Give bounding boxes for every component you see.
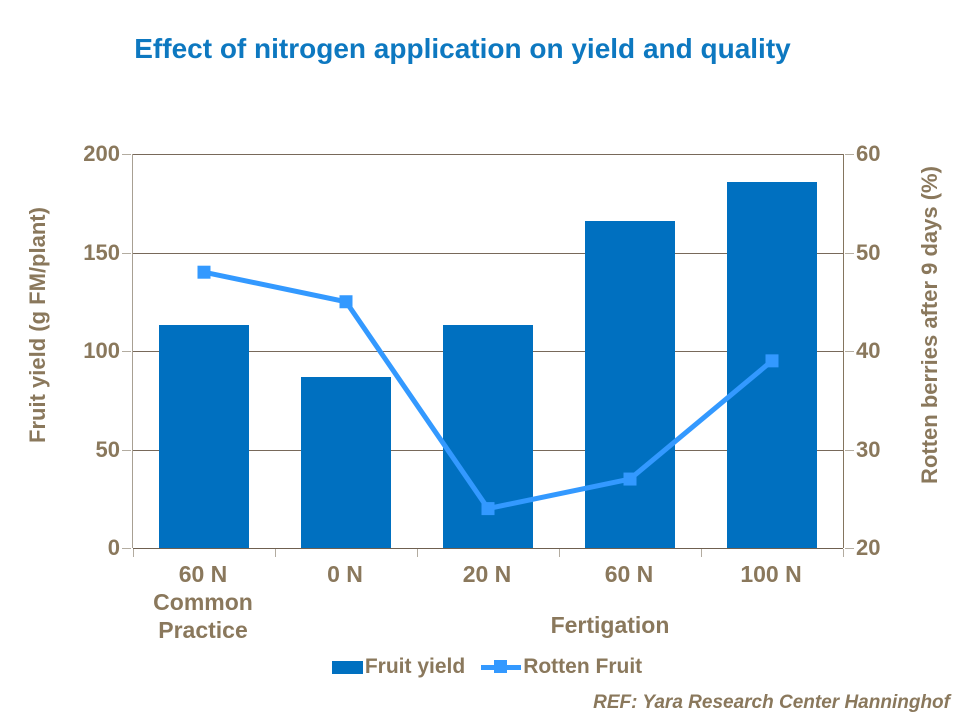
left-axis-tick-label: 100 — [83, 338, 120, 363]
left-axis-tick — [122, 154, 131, 155]
line-marker — [623, 472, 637, 486]
line-marker — [197, 265, 211, 279]
x-axis-tick — [559, 549, 560, 557]
line-marker — [765, 354, 779, 368]
rotten-fruit-line — [197, 265, 779, 516]
legend-item-rotten-fruit: Rotten Fruit — [481, 655, 642, 679]
left-axis-title: Fruit yield (g FM/plant) — [25, 207, 50, 443]
left-axis-tick — [122, 351, 131, 352]
right-axis-tick-label: 20 — [856, 535, 881, 560]
legend-label-rotten-fruit: Rotten Fruit — [523, 655, 643, 678]
right-axis-title: Rotten berries after 9 days (%) — [917, 166, 942, 484]
left-axis-tick — [122, 449, 131, 451]
x-axis-label: 100 N — [740, 561, 802, 587]
line-marker — [481, 502, 495, 516]
left-axis-tick-label: 50 — [95, 436, 120, 462]
right-axis-tick-label: 60 — [856, 141, 881, 166]
left-axis-tick-label: 200 — [83, 141, 120, 166]
gridline — [133, 252, 843, 254]
x-axis-label: 60 N — [604, 561, 654, 587]
x-axis-tick — [843, 549, 844, 557]
reference-text: REF: Yara Research Center Hanninghof — [593, 692, 950, 713]
x-axis-tick — [701, 549, 702, 557]
right-axis-tick — [845, 548, 854, 549]
gridline — [133, 154, 843, 155]
bar-0-n — [301, 376, 391, 548]
left-axis-tick — [122, 548, 131, 549]
bar-60-n — [585, 220, 675, 548]
left-axis-tick-label: 150 — [83, 239, 120, 265]
gridline — [133, 548, 843, 549]
right-axis-tick-label: 30 — [856, 436, 881, 462]
x-axis-tick — [133, 549, 134, 557]
legend-item-fruit-yield: Fruit yield — [331, 655, 466, 679]
right-axis-tick-label: 50 — [856, 239, 881, 265]
left-axis-tick — [122, 252, 131, 254]
right-axis-tick — [845, 252, 854, 254]
bar-60-n-common-practice — [159, 325, 249, 548]
plot-area — [122, 154, 854, 557]
group-label: Fertigation — [550, 612, 670, 638]
page-title: Effect of nitrogen application on yield … — [134, 33, 791, 64]
x-axis-label: 20 N — [462, 561, 512, 587]
right-axis-tick — [845, 154, 854, 155]
x-axis-tick — [275, 549, 276, 557]
x-axis-tick — [417, 549, 418, 557]
left-axis-tick-label: 0 — [107, 535, 120, 560]
rotten-fruit-line-swatch-icon — [481, 660, 522, 674]
right-axis-tick — [845, 351, 854, 352]
legend: Fruit yield Rotten Fruit — [132, 655, 842, 679]
line-marker — [339, 295, 353, 309]
x-axis-label: 60 N Common Practice — [153, 561, 253, 643]
fruit-yield-bar-swatch-icon — [331, 660, 363, 674]
right-axis-tick-label: 40 — [856, 338, 881, 363]
legend-label-fruit-yield: Fruit yield — [364, 655, 466, 678]
right-axis-tick — [845, 449, 854, 451]
x-axis-label: 0 N — [327, 561, 363, 587]
